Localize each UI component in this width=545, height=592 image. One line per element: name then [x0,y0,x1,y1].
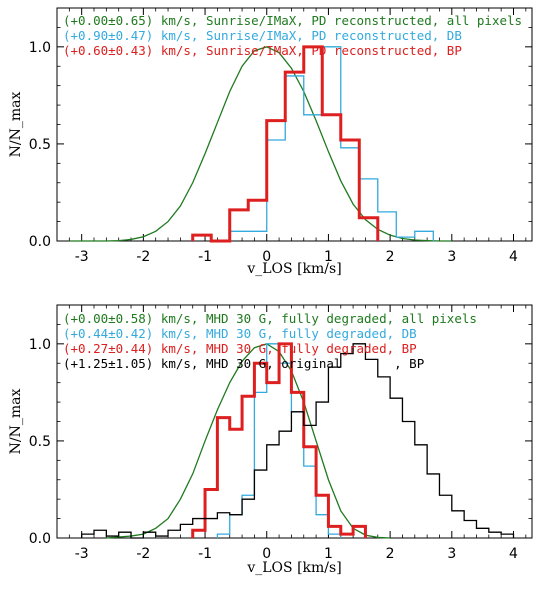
series-line [81,343,515,539]
x-axis-title: v_LOS [km/s] [246,261,341,277]
x-tick-label: 0 [262,249,271,265]
x-tick-label: 0 [262,546,271,562]
x-tick-label: -3 [75,546,89,562]
x-tick-label: 4 [509,249,518,265]
y-tick-label: 0.5 [29,137,51,153]
y-tick-label: 0.5 [29,434,51,450]
series-line [106,343,391,539]
legend-entry: (+0.00±0.58) km/s, MHD 30 G, fully degra… [63,311,477,326]
x-tick-label: 3 [447,546,456,562]
legend-entry: (+0.90±0.47) km/s, Sunrise/IMaX, PD reco… [63,28,462,43]
series-line [69,46,452,242]
series-line [229,46,434,241]
y-axis-title: N/N_max [8,92,24,158]
x-tick-label: 4 [509,546,518,562]
x-tick-label: -3 [75,249,89,265]
x-tick-label: -1 [198,249,212,265]
legend-entry: (+0.60±0.43) km/s, Sunrise/IMaX, PD reco… [63,43,462,58]
y-tick-label: 1.0 [29,40,51,56]
x-tick-label: 1 [324,249,333,265]
legend-entry: (+0.27±0.44) km/s, MHD 30 G, fully degra… [63,341,417,356]
top-panel: -3 -2 -1 0 1 2 3 4 0.0 0.5 1.0 v_LOS [km/s] N/N_max (… [8,7,533,277]
legend-entry: (+0.00±0.65) km/s, Sunrise/IMaX, PD reco… [63,13,522,28]
legend-entry: (+0.44±0.42) km/s, MHD 30 G, fully degra… [63,326,417,341]
legend-entry: (+1.25±1.05) km/s, MHD 30 G, original , … [63,356,424,371]
x-tick-label: -1 [198,546,212,562]
x-tick-label: 1 [324,546,333,562]
x-tick-label: 2 [386,546,395,562]
x-tick-label: -2 [136,546,150,562]
y-tick-label: 1.0 [29,337,51,353]
x-tick-label: 2 [386,249,395,265]
x-tick-label: 3 [447,249,456,265]
y-tick-label: 0.0 [29,234,51,250]
series-line [191,342,367,538]
y-axis-title: N/N_max [8,389,24,455]
x-tick-label: -2 [136,249,150,265]
bottom-panel: -3 -2 -1 0 1 2 3 4 0.0 0.5 1.0 v_LOS [km/s] N/N_max (… [8,304,533,576]
series-line [191,45,380,243]
y-tick-label: 0.0 [29,531,51,547]
x-axis-title: v_LOS [km/s] [246,560,341,576]
